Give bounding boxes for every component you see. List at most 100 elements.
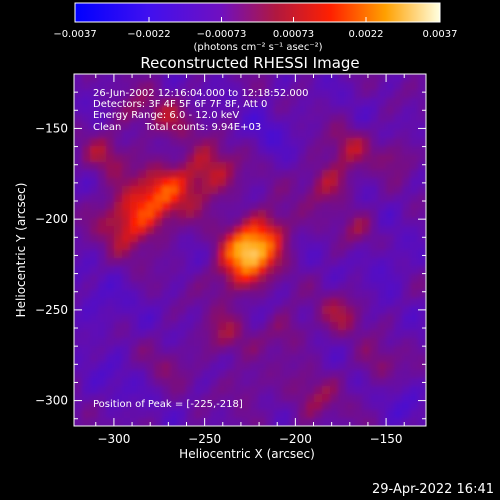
heatmap-cell [138,210,147,219]
heatmap-cell [106,98,115,107]
heatmap-cell [98,418,107,426]
heatmap-cell [226,178,235,187]
heatmap-cell [314,178,323,187]
heatmap-cell [418,146,426,155]
heatmap-cell [282,242,291,251]
heatmap-cell [322,418,331,426]
heatmap-cell [210,266,219,275]
heatmap-cell [266,74,275,83]
heatmap-cell [330,178,339,187]
heatmap-cell [378,378,387,387]
heatmap-cell [146,82,155,91]
heatmap-cell [274,394,283,403]
heatmap-cell [162,306,171,315]
heatmap-cell [114,226,123,235]
heatmap-cell [82,306,91,315]
heatmap-cell [370,162,379,171]
heatmap-cell [370,178,379,187]
heatmap-cell [362,322,371,331]
heatmap-cell [74,274,83,283]
heatmap-cell [266,338,275,347]
heatmap-cell [362,386,371,395]
heatmap-cell [186,282,195,291]
heatmap-cell [234,234,243,243]
heatmap-cell [202,418,211,426]
heatmap-cell [162,346,171,355]
heatmap-cell [218,138,227,147]
heatmap-cell [394,194,403,203]
heatmap-cell [162,226,171,235]
heatmap-cell [354,378,363,387]
heatmap-cell [346,74,355,83]
colorbar-tick-label: 0.0022 [349,29,384,40]
heatmap-cell [410,82,419,91]
heatmap-cell [202,386,211,395]
heatmap-cell [402,82,411,91]
heatmap-cell [362,378,371,387]
heatmap-cell [386,266,395,275]
heatmap-cell [354,386,363,395]
heatmap-cell [362,186,371,195]
heatmap-cell [314,378,323,387]
heatmap-cell [330,346,339,355]
heatmap-cell [146,122,155,131]
heatmap-cell [90,122,99,131]
heatmap-cell [370,202,379,211]
heatmap-cell [402,290,411,299]
heatmap-cell [370,194,379,203]
heatmap-cell [162,218,171,227]
heatmap-cell [90,186,99,195]
heatmap-cell [146,362,155,371]
heatmap-cell [330,82,339,91]
heatmap-cell [98,226,107,235]
heatmap-cell [306,210,315,219]
heatmap-cell [202,354,211,363]
heatmap-cell [394,186,403,195]
heatmap-cell [378,266,387,275]
heatmap-cell [242,282,251,291]
heatmap-cell [298,82,307,91]
heatmap-cell [138,178,147,187]
heatmap-cell [410,394,419,403]
heatmap-cell [122,330,131,339]
heatmap-cell [330,386,339,395]
heatmap-cell [226,314,235,323]
heatmap-cell [306,362,315,371]
heatmap-cell [370,250,379,259]
heatmap-cell [146,386,155,395]
heatmap-cell [306,194,315,203]
heatmap-cell [282,90,291,99]
heatmap-cell [98,194,107,203]
heatmap-cell [138,290,147,299]
heatmap-cell [114,282,123,291]
heatmap-cell [322,410,331,419]
heatmap-cell [298,258,307,267]
heatmap-cell [314,162,323,171]
heatmap-cell [122,194,131,203]
heatmap-cell [322,322,331,331]
heatmap-cell [274,338,283,347]
heatmap-cell [394,154,403,163]
heatmap-cell [114,290,123,299]
heatmap-cell [362,370,371,379]
heatmap-cell [114,146,123,155]
heatmap-cell [162,298,171,307]
heatmap-cell [354,130,363,139]
heatmap-cell [186,82,195,91]
heatmap-cell [258,106,267,115]
heatmap-cell [298,322,307,331]
heatmap-cell [410,386,419,395]
heatmap-cell [298,234,307,243]
heatmap-cell [290,282,299,291]
heatmap-cell [234,90,243,99]
heatmap-cell [162,394,171,403]
heatmap-cell [154,226,163,235]
heatmap-cell [322,218,331,227]
heatmap-cell [266,234,275,243]
heatmap-cell [250,362,259,371]
heatmap-cell [362,418,371,426]
heatmap-cell [394,314,403,323]
heatmap-cell [410,178,419,187]
heatmap-cell [338,170,347,179]
heatmap-cell [138,218,147,227]
